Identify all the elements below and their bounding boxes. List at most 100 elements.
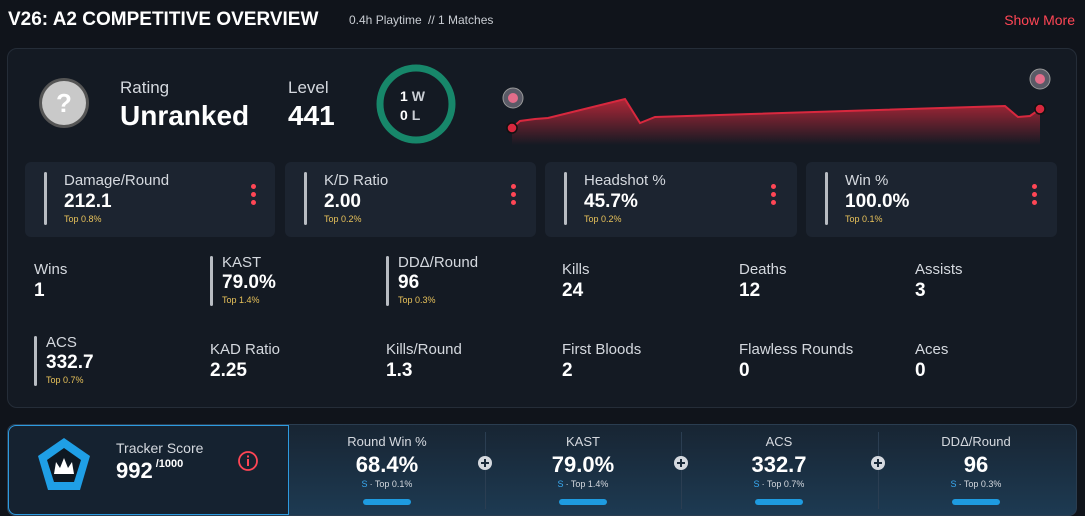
title: V26: A2 COMPETITIVE OVERVIEW — [8, 9, 319, 30]
tracker-score: 992/1000 — [116, 458, 183, 484]
record-losses: 0 L — [400, 107, 420, 123]
plus-icon — [871, 456, 885, 470]
stat-rank: Top 0.3% — [398, 295, 436, 305]
plus-icon — [478, 456, 492, 470]
stat-value: 79.0% — [222, 272, 276, 293]
tracker-stat-label: ACS — [765, 434, 793, 449]
tracker-stat-label: Round Win % — [347, 434, 427, 449]
card-bar — [825, 172, 828, 225]
tier: S — [950, 479, 957, 489]
stat-bar — [210, 256, 213, 306]
summary-graphics — [376, 64, 1051, 145]
losses: 0 — [400, 107, 408, 123]
card-label: Headshot % — [584, 172, 666, 189]
stat-value: 2 — [562, 360, 573, 381]
stat-label: First Bloods — [562, 341, 642, 358]
tier-bar — [952, 499, 1000, 505]
plus-icon — [674, 456, 688, 470]
wins-label: W — [411, 88, 425, 104]
rating-point — [1034, 103, 1046, 115]
tracker-stat-rank: S · Top 1.4% — [485, 479, 681, 489]
menu-dots[interactable] — [251, 184, 257, 208]
stat-label: Aces — [915, 341, 949, 358]
tracker-stat: KAST 79.0% S · Top 1.4% — [485, 434, 681, 489]
tracker-stat: ACS 332.7 S · Top 0.7% — [681, 434, 877, 489]
stat-label: DDΔ/Round — [398, 254, 479, 271]
tier-bar — [363, 499, 411, 505]
stat-value: 3 — [915, 280, 926, 301]
card-rank: Top 0.2% — [324, 214, 362, 224]
separator — [878, 432, 879, 509]
tracker-stat-value: 332.7 — [751, 452, 807, 477]
rank: · Top 1.4% — [565, 479, 609, 489]
tracker-stat-value: 96 — [963, 452, 989, 477]
stat-value: 24 — [562, 280, 584, 301]
tier-bar — [559, 499, 607, 505]
tracker-stat-label: DDΔ/Round — [941, 434, 1011, 449]
separator — [681, 432, 682, 509]
stat-label: Deaths — [739, 261, 787, 278]
stat-value: 2.25 — [210, 360, 247, 381]
stat-card — [25, 162, 275, 237]
rating-label: Rating — [120, 78, 170, 97]
card-bar — [44, 172, 47, 225]
matches: // 1 Matches — [428, 13, 494, 27]
stat-label: Wins — [34, 261, 68, 278]
tracker-stat-label: KAST — [566, 434, 600, 449]
losses-label: L — [411, 107, 421, 123]
tier: S — [557, 479, 564, 489]
tier-bar — [755, 499, 803, 505]
stat-bar — [386, 256, 389, 306]
stat-value: 1 — [34, 280, 45, 301]
stat-rank: Top 1.4% — [222, 295, 260, 305]
stat-label: Kills/Round — [386, 341, 462, 358]
menu-dots[interactable] — [771, 184, 777, 208]
stat-bar — [34, 336, 37, 386]
tracker-stat-rank: S · Top 0.3% — [878, 479, 1074, 489]
card-bar — [564, 172, 567, 225]
rating: Unranked — [120, 100, 250, 131]
show-more[interactable]: Show More — [1004, 12, 1075, 28]
rating-area — [512, 99, 1040, 145]
score: 992 — [116, 458, 153, 483]
stat-label: KAD Ratio — [210, 341, 281, 358]
card-rank: Top 0.8% — [64, 214, 102, 224]
tracker-stat-value: 79.0% — [551, 452, 615, 477]
stat-label: Kills — [562, 261, 590, 278]
plus — [874, 459, 882, 467]
card-label: Damage/Round — [64, 172, 170, 189]
stat-card — [285, 162, 536, 237]
card-rank: Top 0.2% — [584, 214, 622, 224]
rank: · Top 0.3% — [958, 479, 1002, 489]
card-label: K/D Ratio — [324, 172, 389, 189]
icon-crown — [54, 458, 74, 474]
rank-icon: ? — [42, 81, 86, 125]
stat-card — [806, 162, 1057, 237]
menu-dots[interactable] — [1032, 184, 1038, 208]
stat-value: 0 — [915, 360, 926, 381]
card-value: 45.7% — [584, 191, 638, 212]
tracker-icon — [38, 438, 90, 490]
card-bar — [304, 172, 307, 225]
stat-card — [545, 162, 797, 237]
stat-label: Assists — [915, 261, 963, 278]
tracker-panel — [7, 424, 1077, 516]
stat-label: KAST — [222, 254, 262, 271]
rank: · Top 0.7% — [761, 479, 805, 489]
info-icon[interactable] — [237, 450, 259, 472]
card-value: 212.1 — [64, 191, 112, 212]
plus — [677, 459, 685, 467]
rank: · Top 0.1% — [369, 479, 413, 489]
wins: 1 — [400, 88, 408, 104]
stat-label: Flawless Rounds — [739, 341, 854, 358]
card-rank: Top 0.1% — [845, 214, 883, 224]
menu-dots[interactable] — [511, 184, 517, 208]
tracker-stat-rank: S · Top 0.1% — [289, 479, 485, 489]
stat-label: ACS — [46, 334, 77, 351]
stat-value: 12 — [739, 280, 761, 301]
score-max: /1000 — [155, 458, 184, 470]
tracker-label: Tracker Score — [116, 440, 204, 456]
rating-point — [506, 122, 518, 134]
stat-value: 332.7 — [46, 352, 94, 373]
